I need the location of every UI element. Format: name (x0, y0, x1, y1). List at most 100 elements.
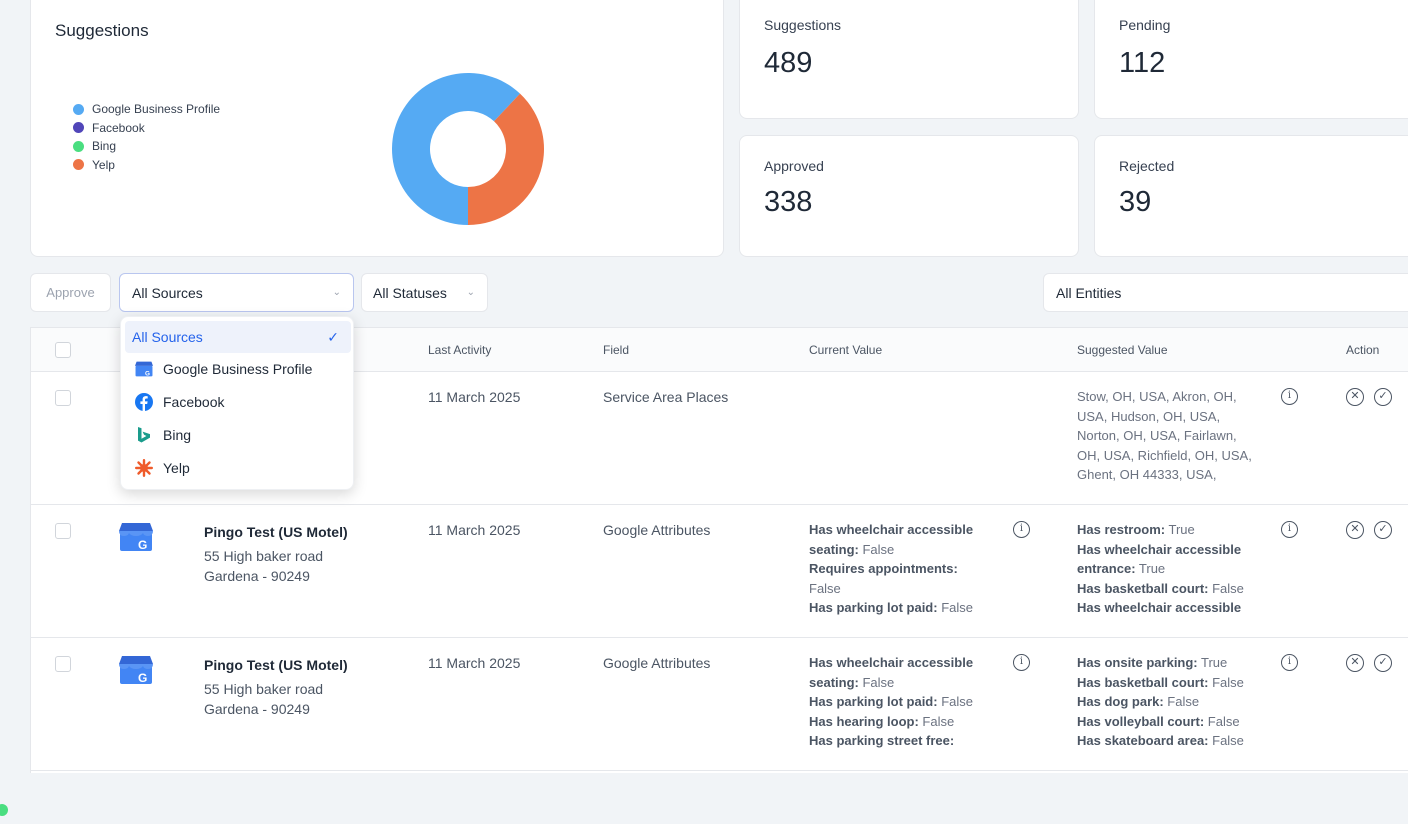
last-activity-date: 11 March 2025 (428, 389, 521, 405)
legend-dot (73, 122, 84, 134)
svg-text:G: G (138, 671, 147, 685)
yelp-icon (135, 459, 153, 477)
attr-value: False (1204, 713, 1240, 729)
row-checkbox[interactable] (55, 656, 71, 672)
info-icon[interactable]: i (1281, 388, 1298, 405)
table-row[interactable]: G Pingo Test (US Motel) 55 High baker ro… (31, 638, 1408, 771)
suggested-line: Norton, OH, USA, Fairlawn, (1077, 428, 1237, 443)
legend-item[interactable]: Yelp (73, 156, 220, 175)
suggested-line: Stow, OH, USA, Akron, OH, (1077, 389, 1237, 404)
sources-select[interactable]: All Sources ⌄ (119, 273, 354, 312)
attr-key: Requires appointments: (809, 561, 958, 576)
row-checkbox[interactable] (55, 390, 71, 406)
suggested-line: Ghent, OH 44333, USA, (1077, 467, 1217, 482)
facebook-icon (135, 393, 153, 411)
reject-icon[interactable]: ✕ (1346, 388, 1364, 406)
entity-name: Pingo Test (US Motel) (204, 657, 348, 673)
attr-key: Has parking street free: (809, 733, 955, 748)
legend-dot (73, 159, 84, 171)
attr-key: Has wheelchair accessible (809, 522, 974, 537)
entities-select[interactable]: All Entities (1043, 273, 1408, 312)
dropdown-option-facebook[interactable]: Facebook (125, 386, 351, 418)
bing-icon (135, 426, 153, 444)
attr-value: True (1165, 522, 1195, 537)
info-icon[interactable]: i (1281, 521, 1298, 538)
donut-slice-google-business-profile[interactable] (392, 72, 521, 225)
chevron-down-icon: ⌄ (332, 287, 341, 298)
svg-text:G: G (138, 538, 147, 552)
statuses-select-value: All Statuses (373, 284, 447, 301)
field-name: Google Attributes (603, 655, 711, 671)
option-label: Bing (163, 427, 192, 443)
stat-card-pending: Pending 112 (1094, 0, 1408, 119)
dropdown-option-yelp[interactable]: Yelp (125, 452, 351, 484)
stat-card-approved: Approved 338 (739, 135, 1079, 257)
stat-value: 338 (764, 186, 813, 218)
info-icon[interactable]: i (1013, 521, 1030, 538)
attr-key: entrance: (1077, 561, 1136, 576)
attr-value: False (809, 580, 841, 596)
approve-icon[interactable]: ✓ (1374, 654, 1392, 672)
reject-icon[interactable]: ✕ (1346, 521, 1364, 539)
attr-value: False (1163, 694, 1200, 709)
attr-value: False (937, 694, 973, 709)
stat-label: Approved (764, 158, 824, 174)
table-row[interactable]: G Pingo Test (US Motel) 55 High baker ro… (31, 505, 1408, 638)
stat-label: Pending (1119, 17, 1171, 33)
legend-item[interactable]: Google Business Profile (73, 100, 220, 119)
header-action[interactable]: Action (1346, 343, 1380, 357)
current-value: Has wheelchair accessible seating: False… (809, 520, 973, 618)
attr-key: Has dog park: (1077, 694, 1164, 709)
info-icon[interactable]: i (1013, 654, 1030, 671)
check-icon: ✓ (327, 328, 339, 345)
header-current-value[interactable]: Current Value (809, 343, 883, 357)
google-business-profile-icon: G (119, 656, 153, 685)
table-row[interactable]: 11 March 2025 Service Area Places Stow, … (31, 372, 1408, 505)
statuses-select[interactable]: All Statuses ⌄ (361, 273, 488, 312)
header-field[interactable]: Field (603, 343, 630, 357)
legend-item[interactable]: Bing (73, 137, 220, 156)
dropdown-option-all-sources[interactable]: All Sources ✓ (125, 321, 351, 353)
attr-key: Has parking lot paid: (809, 694, 938, 709)
entity-address-line1: 55 High baker road (204, 548, 324, 564)
donut-slice-yelp[interactable] (468, 93, 544, 225)
option-label: All Sources (132, 329, 203, 345)
google-business-profile-icon: G (119, 523, 153, 552)
suggestions-chart-card: Suggestions Google Business Profile Face… (30, 0, 724, 257)
legend-item[interactable]: Facebook (73, 119, 220, 138)
attr-key: Has basketball court: (1077, 674, 1209, 690)
stat-label: Rejected (1119, 158, 1175, 174)
status-indicator (0, 804, 8, 816)
attr-value: True (1197, 655, 1228, 670)
header-last-activity[interactable]: Last Activity (428, 343, 492, 357)
approve-button[interactable]: Approve (30, 273, 111, 312)
approve-icon[interactable]: ✓ (1374, 521, 1392, 539)
approve-icon[interactable]: ✓ (1374, 388, 1392, 406)
attr-value: False (1208, 580, 1244, 596)
stat-card-rejected: Rejected 39 (1094, 135, 1408, 257)
legend-label: Bing (92, 139, 117, 154)
attr-key: Has volleyball court: (1077, 713, 1205, 729)
select-all-checkbox[interactable] (55, 342, 71, 358)
sources-dropdown-menu: All Sources ✓ G Google Business Profile … (120, 316, 354, 490)
entity-address-line1: 55 High baker road (204, 681, 324, 697)
dropdown-option-google-business-profile[interactable]: G Google Business Profile (125, 353, 351, 385)
attr-key: seating: (809, 674, 859, 690)
attr-value: False (937, 600, 973, 615)
donut-chart (392, 72, 544, 225)
attr-key: Has restroom: (1077, 522, 1166, 537)
attr-key: Has onsite parking: (1077, 655, 1198, 670)
field-name: Google Attributes (603, 522, 711, 538)
suggested-line: OH, USA, Richfield, OH, USA, (1077, 447, 1252, 463)
reject-icon[interactable]: ✕ (1346, 654, 1364, 672)
info-icon[interactable]: i (1281, 654, 1298, 671)
suggested-value: Has onsite parking: True Has basketball … (1077, 653, 1244, 751)
attr-key: seating: (809, 541, 859, 557)
header-suggested-value[interactable]: Suggested Value (1077, 343, 1168, 357)
row-checkbox[interactable] (55, 523, 71, 539)
stat-value: 112 (1119, 47, 1166, 79)
attr-value: False (1208, 733, 1244, 748)
attr-value: False (858, 541, 895, 557)
dropdown-option-bing[interactable]: Bing (125, 419, 351, 451)
stat-label: Suggestions (764, 17, 842, 33)
